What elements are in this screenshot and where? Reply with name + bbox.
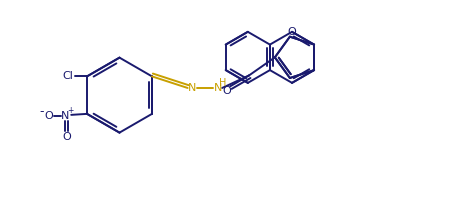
Text: O: O xyxy=(62,132,71,141)
Text: N: N xyxy=(189,83,197,93)
Text: O: O xyxy=(44,111,53,121)
Text: Cl: Cl xyxy=(63,71,74,81)
Text: O: O xyxy=(288,27,296,37)
Text: N: N xyxy=(61,111,70,121)
Text: -: - xyxy=(39,105,44,119)
Text: O: O xyxy=(223,86,231,96)
Text: N: N xyxy=(214,83,222,93)
Text: H: H xyxy=(219,78,227,88)
Text: +: + xyxy=(67,106,73,115)
